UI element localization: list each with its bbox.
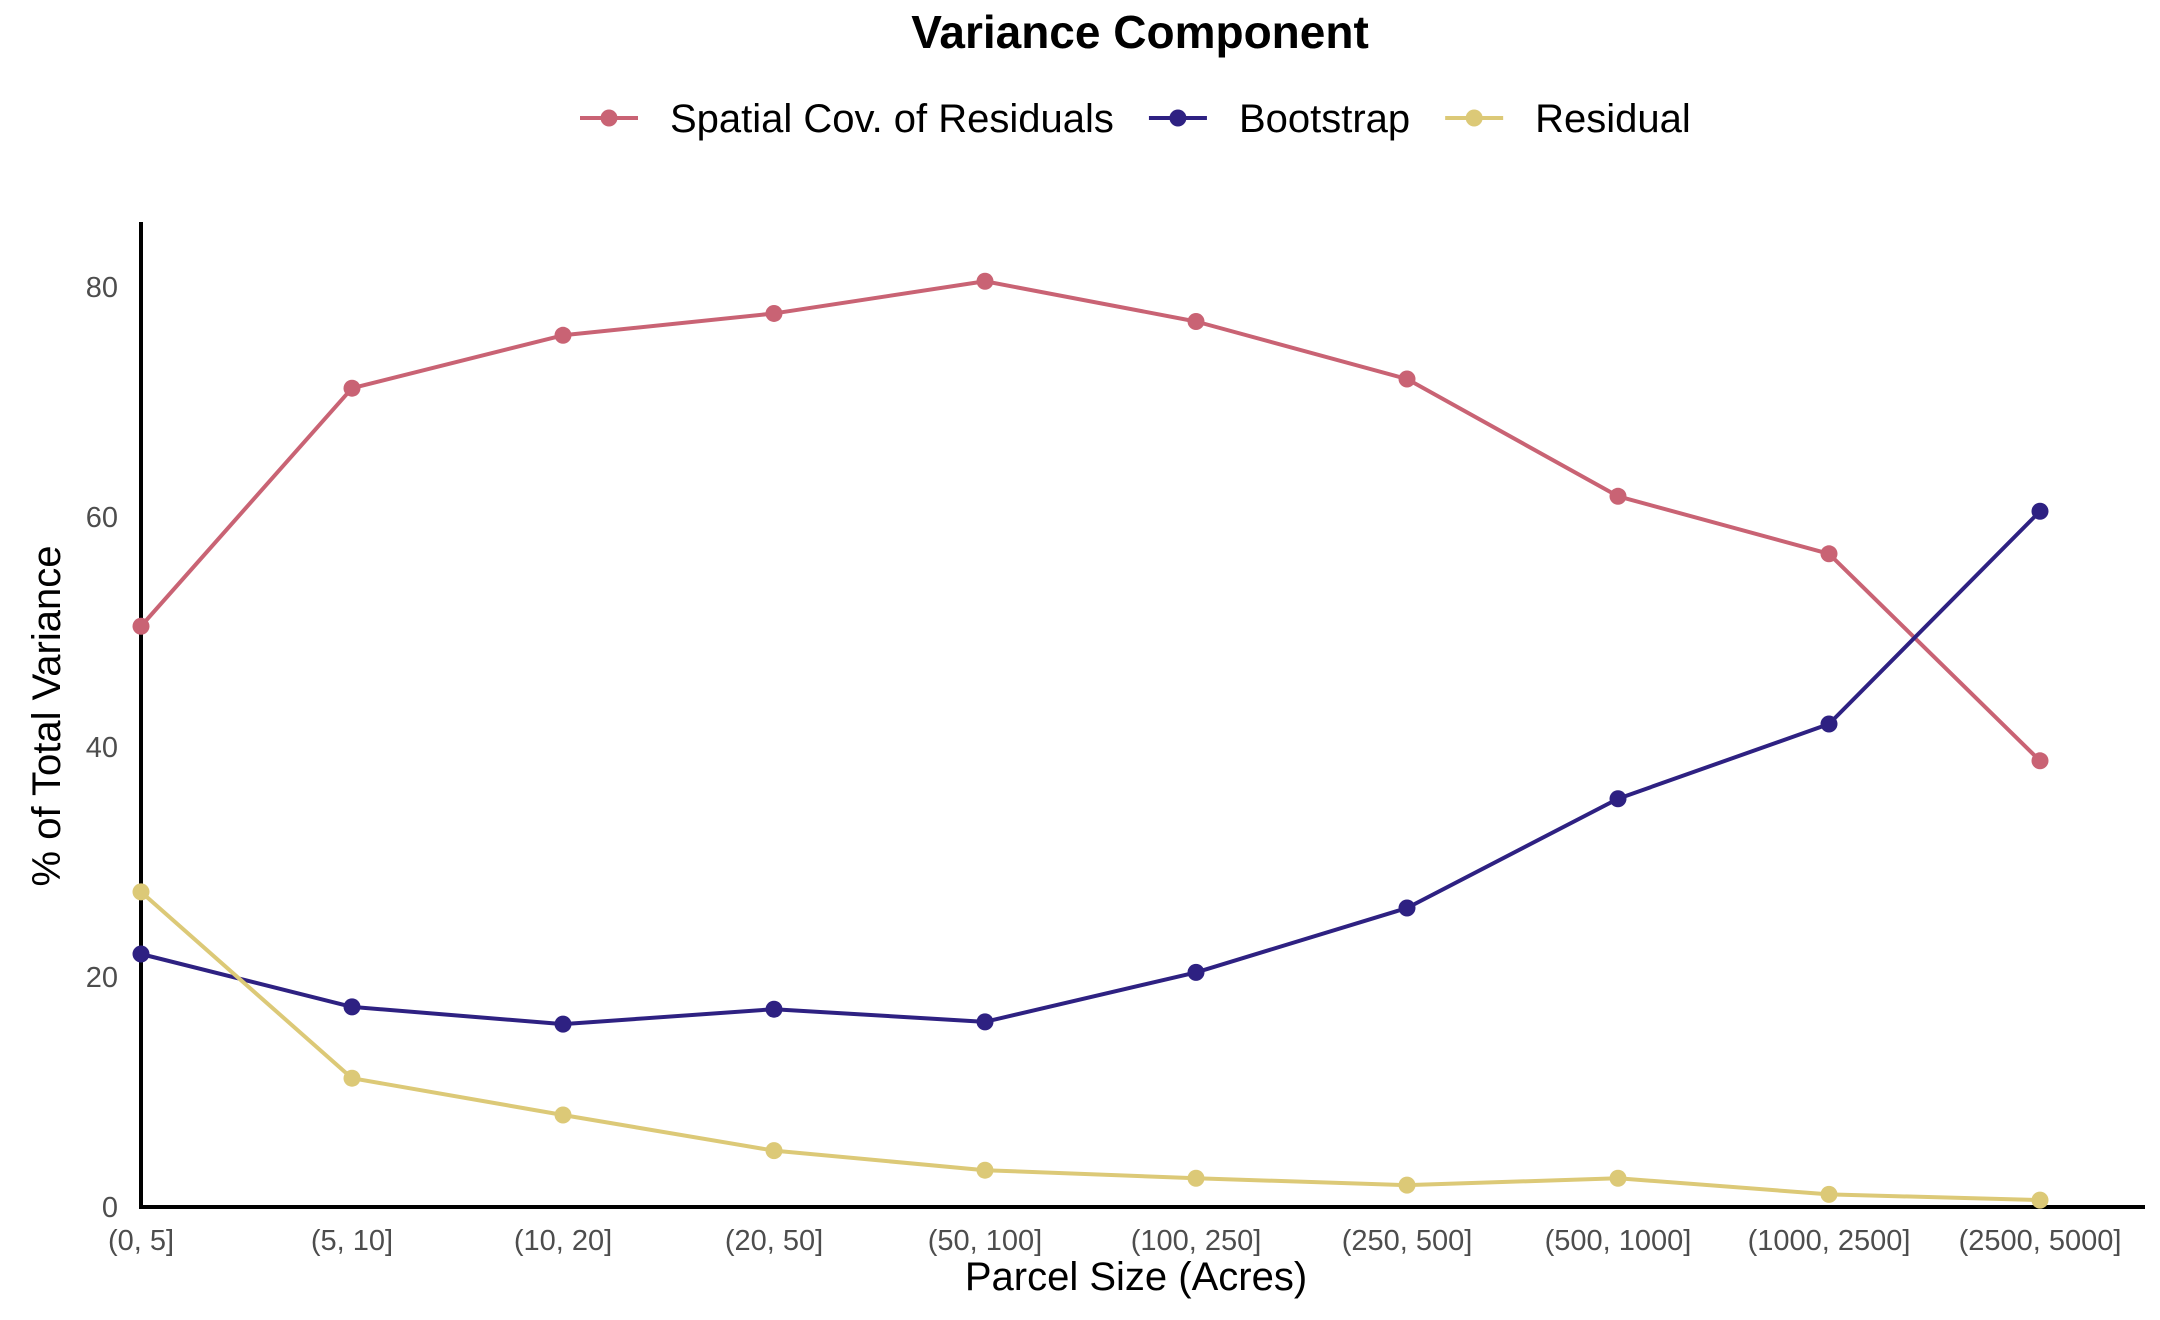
data-point <box>554 1106 572 1124</box>
data-point <box>343 379 361 397</box>
legend-title: Variance Component <box>911 6 1369 58</box>
x-tick-label: (1000, 2500] <box>1748 1225 1911 1257</box>
x-tick-label: (50, 100] <box>928 1225 1042 1257</box>
data-point <box>1187 1169 1205 1187</box>
data-point <box>1187 313 1205 330</box>
x-tick-label: (2500, 5000] <box>1959 1225 2122 1257</box>
data-point <box>132 945 150 963</box>
data-point <box>343 1069 361 1087</box>
data-point <box>976 1013 994 1031</box>
series-line <box>139 279 2042 763</box>
x-tick-label: (10, 20] <box>514 1225 612 1257</box>
x-tick-label: (100, 250] <box>1131 1225 1262 1257</box>
legend-item: Bootstrap <box>1148 97 1410 141</box>
series-bootstrap <box>132 502 2049 1033</box>
legend: Variance Component Spatial Cov. of Resid… <box>580 6 1691 141</box>
data-point <box>132 617 150 635</box>
legend-items: Spatial Cov. of Residuals Bootstrap Residu… <box>580 97 1691 141</box>
y-tick-label: 80 <box>86 272 118 304</box>
legend-label: Bootstrap <box>1239 97 1410 141</box>
y-tick-label: 60 <box>86 502 118 534</box>
x-tick-label: (0, 5] <box>108 1225 174 1257</box>
y-axis-title: % of Total Variance <box>25 546 69 887</box>
data-point <box>554 326 572 344</box>
data-point <box>1820 1185 1838 1203</box>
data-point <box>765 304 783 322</box>
data-point <box>1820 545 1838 563</box>
legend-key-point <box>1465 109 1483 127</box>
x-tick-label: (20, 50] <box>725 1225 823 1257</box>
legend-item: Spatial Cov. of Residuals <box>580 97 1114 141</box>
x-axis-title: Parcel Size (Acres) <box>965 1255 1307 1299</box>
series-line <box>139 509 2042 1027</box>
data-point <box>343 998 361 1016</box>
legend-item: Residual <box>1445 97 1691 141</box>
x-tick-labels: (0, 5] (5, 10] (10, 20] (20, 50] (50, 100] (1… <box>108 1225 2121 1257</box>
data-point <box>1820 715 1838 733</box>
data-point <box>765 1142 783 1160</box>
y-tick-label: 0 <box>102 1192 118 1224</box>
data-point <box>132 883 150 901</box>
data-point <box>2031 502 2049 520</box>
legend-key-point <box>1169 109 1187 127</box>
legend-label: Residual <box>1535 97 1691 141</box>
x-tick-label: (250, 500] <box>1342 1225 1473 1257</box>
data-point <box>1609 1169 1627 1187</box>
data-point <box>976 1161 994 1179</box>
data-point <box>1187 963 1205 981</box>
series-layer <box>132 272 2049 1209</box>
data-point <box>1609 487 1627 505</box>
series-line <box>139 889 2042 1203</box>
data-point <box>2031 752 2049 770</box>
data-point <box>976 272 994 290</box>
data-point <box>1398 370 1416 388</box>
x-tick-label: (500, 1000] <box>1545 1225 1692 1257</box>
data-point <box>1398 1176 1416 1194</box>
y-tick-labels: 0 20 40 60 80 <box>86 272 118 1224</box>
data-point <box>2031 1191 2049 1209</box>
series-spatial-cov-of-residuals <box>132 272 2049 770</box>
data-point <box>1609 790 1627 808</box>
data-point <box>765 1000 783 1018</box>
legend-key-point <box>600 109 618 127</box>
x-tick-label: (5, 10] <box>311 1225 393 1257</box>
y-tick-label: 20 <box>86 962 118 994</box>
y-tick-label: 40 <box>86 732 118 764</box>
data-point <box>1398 899 1416 917</box>
legend-label: Spatial Cov. of Residuals <box>670 97 1114 141</box>
data-point <box>554 1015 572 1033</box>
series-residual <box>132 883 2049 1209</box>
